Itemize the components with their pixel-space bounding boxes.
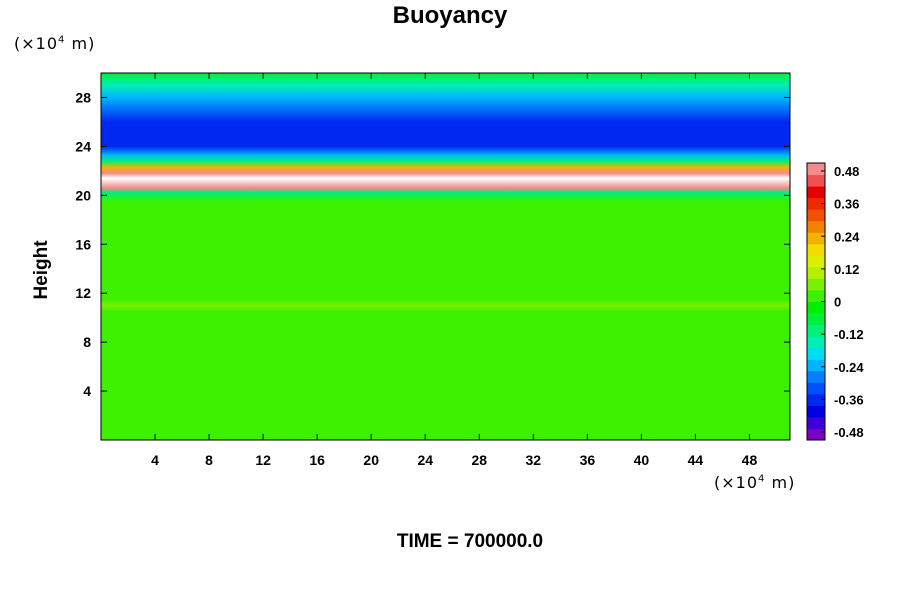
x-unit-prefix: (×10: [714, 473, 759, 492]
colorbar-segment: [807, 313, 825, 326]
y-axis-unit: (×104 m): [14, 34, 95, 53]
y-tick-label: 12: [75, 285, 91, 301]
colorbar-segment: [807, 163, 825, 176]
colorbar-tick-label: 0: [834, 295, 841, 310]
x-tick-label: 24: [417, 452, 433, 468]
x-unit-suffix: m): [765, 473, 796, 492]
colorbar-tick-label: 0.12: [834, 262, 859, 277]
y-unit-suffix: m): [65, 34, 96, 53]
colorbar-segment: [807, 278, 825, 291]
colorbar-tick-label: 0.48: [834, 164, 859, 179]
colorbar-segment: [807, 209, 825, 222]
colorbar-tick-label: -0.48: [834, 425, 864, 440]
x-tick-label: 4: [151, 452, 159, 468]
colorbar-tick-label: -0.36: [834, 392, 864, 407]
x-tick-label: 48: [742, 452, 758, 468]
y-tick-label: 24: [75, 138, 91, 154]
colorbar-segment: [807, 186, 825, 199]
x-tick-label: 32: [526, 452, 542, 468]
plot-frame: [100, 72, 791, 441]
x-tick-label: 20: [363, 452, 379, 468]
colorbar-tick-label: -0.12: [834, 327, 864, 342]
y-unit-exponent: 4: [58, 34, 66, 46]
x-tick-label: 8: [205, 452, 213, 468]
colorbar-segment: [807, 243, 825, 256]
colorbar-segment: [807, 382, 825, 395]
y-tick-label: 28: [75, 89, 91, 105]
buoyancy-field: [101, 73, 790, 440]
colorbar-segment: [807, 405, 825, 418]
colorbar-segment: [807, 359, 825, 372]
colorbar-segment: [807, 220, 825, 233]
x-tick-label: 36: [580, 452, 596, 468]
y-tick-label: 16: [75, 236, 91, 252]
colorbar-segment: [807, 174, 825, 187]
colorbar-tick-label: 0.36: [834, 197, 859, 212]
colorbar-segment: [807, 255, 825, 268]
x-unit-exponent: 4: [758, 473, 766, 485]
colorbar-tick-label: 0.24: [834, 229, 860, 244]
colorbar-tick-label: -0.24: [834, 360, 864, 375]
x-tick-label: 28: [471, 452, 487, 468]
colorbar-segment: [807, 301, 825, 314]
y-tick-label: 8: [83, 334, 91, 350]
colorbar-segment: [807, 416, 825, 429]
colorbar-segment: [807, 393, 825, 406]
x-axis-unit: (×104 m): [714, 473, 795, 492]
y-tick-label: 20: [75, 187, 91, 203]
colorbar-segment: [807, 324, 825, 337]
x-tick-label: 40: [634, 452, 650, 468]
y-tick-label: 4: [83, 383, 91, 399]
chart-title: Buoyancy: [392, 2, 508, 29]
colorbar-segment: [807, 336, 825, 349]
y-unit-prefix: (×10: [14, 34, 59, 53]
time-label: TIME = 700000.0: [396, 531, 544, 552]
colorbar-segment: [807, 232, 825, 245]
x-tick-label: 44: [688, 452, 704, 468]
colorbar-segment: [807, 197, 825, 210]
colorbar-segment: [807, 289, 825, 302]
x-tick-label: 16: [309, 452, 325, 468]
x-tick-label: 12: [255, 452, 271, 468]
colorbar-segment: [807, 266, 825, 279]
colorbar-segment: [807, 428, 825, 441]
colorbar-segment: [807, 347, 825, 360]
colorbar: 0.48 0.36 0.24 0.12 0 -0.12 -0.24 -0.36 -0.48: [806, 162, 864, 441]
colorbar-segment: [807, 370, 825, 383]
buoyancy-field-fill: [101, 73, 790, 440]
